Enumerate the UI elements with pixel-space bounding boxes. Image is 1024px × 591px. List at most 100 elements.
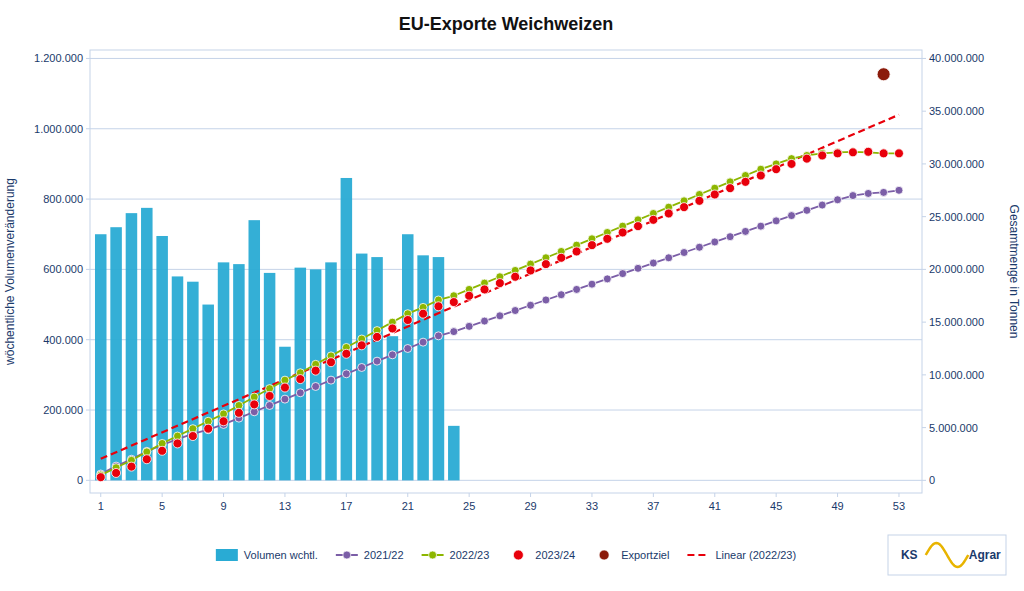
y2-tick-label: 35.000.000 [929, 105, 984, 117]
x-tick-label: 13 [279, 500, 291, 512]
bar [233, 264, 245, 480]
point [388, 351, 396, 359]
x-tick-label: 9 [220, 500, 226, 512]
logo-text: KS [901, 548, 918, 562]
point [434, 332, 442, 340]
point [879, 149, 888, 158]
x-tick [714, 493, 715, 497]
point [726, 184, 735, 193]
point [495, 279, 504, 288]
point [818, 201, 826, 209]
grid-line [90, 58, 922, 59]
point [357, 341, 366, 350]
x-tick-label: 33 [586, 500, 598, 512]
point [834, 196, 842, 204]
point [557, 291, 565, 299]
legend-item: Linear (2022/23) [687, 549, 796, 561]
y-tick [86, 410, 90, 411]
x-tick-label: 49 [831, 500, 843, 512]
bar [371, 257, 383, 480]
legend-label: Exportziel [621, 549, 669, 561]
point [541, 260, 550, 269]
bar [295, 268, 307, 481]
point [895, 186, 903, 194]
point [895, 149, 903, 157]
point [587, 241, 596, 250]
point [634, 264, 642, 272]
point [465, 322, 473, 330]
bar [341, 178, 353, 480]
point [680, 203, 689, 212]
point [680, 249, 688, 257]
bar [248, 220, 260, 480]
series-line [96, 147, 903, 481]
line [101, 190, 899, 474]
point [112, 468, 121, 477]
x-tick [346, 493, 347, 497]
point [419, 338, 427, 346]
point [695, 196, 704, 205]
series-line [97, 148, 903, 479]
logo-wave [926, 543, 968, 567]
point [802, 154, 811, 163]
point [327, 358, 336, 367]
legend-label: 2023/24 [535, 549, 575, 561]
point [404, 344, 412, 352]
point [265, 391, 274, 400]
legend-item: 2022/23 [422, 549, 490, 561]
series-bar [95, 178, 460, 480]
x-tick-label: 45 [770, 500, 782, 512]
bar [110, 227, 122, 480]
legend-swatch [687, 554, 709, 556]
logo-text: Agrar [969, 548, 1001, 562]
chart: EU-Exporte Weichweizen0200.000400.000600… [0, 0, 1024, 591]
y2-tick-label: 10.000.000 [929, 369, 984, 381]
point [481, 317, 489, 325]
point [695, 243, 703, 251]
point [234, 408, 243, 417]
bar [156, 236, 168, 480]
point [449, 298, 458, 307]
y2-tick-label: 15.000.000 [929, 316, 984, 328]
y-tick-label: 1.000.000 [34, 123, 83, 135]
grid-line [90, 480, 922, 481]
legend-label: 2021/22 [364, 549, 404, 561]
point [311, 366, 320, 375]
legend-label: Linear (2022/23) [715, 549, 796, 561]
point [848, 148, 857, 157]
point [419, 309, 428, 318]
point [434, 302, 443, 311]
y2-tick-label: 0 [929, 474, 935, 486]
point [603, 234, 612, 243]
logo: KS Agrar [888, 535, 1006, 575]
x-tick-label: 53 [893, 500, 905, 512]
point [327, 376, 335, 384]
point [526, 266, 535, 275]
point [619, 270, 627, 278]
x-tick [530, 493, 531, 497]
point [741, 177, 750, 186]
y2-tick [922, 111, 926, 112]
x-axis: 1591317212529333741454953 [98, 493, 905, 512]
plot-area [95, 68, 903, 482]
legend-marker [343, 551, 351, 559]
grid-line [90, 339, 922, 340]
point [756, 171, 765, 180]
point [710, 190, 719, 199]
bar [402, 234, 414, 480]
logo-box [888, 535, 1006, 575]
legend-item: 2021/22 [336, 549, 404, 561]
y2-tick-label: 30.000.000 [929, 158, 984, 170]
point [511, 307, 519, 315]
point [296, 389, 304, 397]
bar [95, 234, 107, 480]
scatter-point [877, 68, 890, 81]
point [588, 280, 596, 288]
point [603, 275, 611, 283]
plot-frame [90, 50, 922, 493]
y-tick [86, 199, 90, 200]
y2-axis: 05.000.00010.000.00015.000.00020.000.000… [922, 52, 984, 486]
legend-item: Volumen wchtl. [216, 549, 318, 561]
grid-line [90, 269, 922, 270]
bar [126, 213, 138, 480]
